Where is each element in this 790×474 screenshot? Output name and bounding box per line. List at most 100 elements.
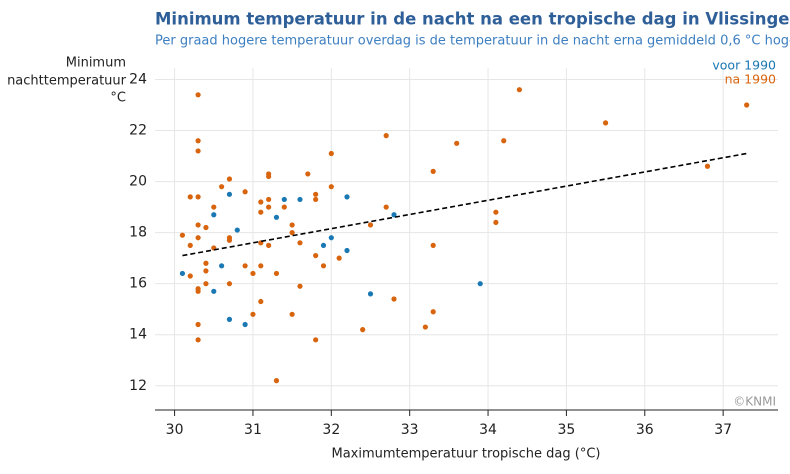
scatter-point: [297, 240, 303, 246]
scatter-point: [430, 168, 436, 174]
scatter-point: [383, 133, 389, 139]
scatter-point: [195, 222, 201, 228]
scatter-point: [219, 263, 225, 269]
y-tick-label: 20: [129, 174, 147, 190]
scatter-point: [344, 194, 350, 200]
y-axis-label: nachttemperatuur: [7, 74, 127, 89]
scatter-point: [179, 270, 186, 277]
scatter-point: [226, 237, 233, 243]
scatter-point: [320, 263, 327, 269]
scatter-point: [266, 173, 272, 180]
scatter-point: [328, 184, 334, 190]
scatter-point: [211, 288, 217, 294]
scatter-point: [250, 311, 256, 317]
scatter-point: [258, 199, 264, 205]
y-tick-label: 22: [129, 123, 147, 139]
scatter-point: [242, 263, 248, 269]
scatter-point: [501, 138, 507, 144]
x-axis-label: Maximumtemperatuur tropische dag (°C): [331, 447, 600, 462]
scatter-point: [744, 102, 750, 108]
scatter-point: [493, 219, 499, 226]
y-tick-label: 24: [129, 71, 147, 87]
scatter-point: [281, 204, 287, 210]
scatter-point: [320, 242, 327, 248]
scatter-point: [477, 281, 483, 287]
chart-title: Minimum temperatuur in de nacht na een t…: [155, 10, 790, 29]
scatter-point: [273, 270, 280, 277]
legend-label: na 1990: [725, 72, 776, 87]
scatter-point: [195, 337, 201, 343]
scatter-point: [195, 92, 201, 98]
scatter-point: [258, 263, 264, 269]
scatter-point: [203, 281, 209, 287]
scatter-point: [266, 196, 272, 203]
scatter-point: [391, 212, 397, 218]
x-tick-label: 37: [714, 422, 732, 438]
trend-line: [182, 152, 747, 257]
scatter-point: [195, 235, 201, 241]
scatter-point: [179, 232, 186, 238]
credit: ©KNMI: [733, 395, 776, 409]
scatter-point: [313, 196, 319, 203]
scatter-point: [454, 140, 460, 146]
scatter-point: [344, 247, 350, 254]
scatter-point: [367, 222, 374, 228]
chart-subtitle: Per graad hogere temperatuur overdag is …: [155, 34, 790, 49]
scatter-point: [211, 204, 217, 210]
scatter-point: [516, 87, 522, 93]
scatter-point: [250, 270, 256, 277]
scatter-point: [297, 283, 303, 289]
scatter-point: [242, 321, 248, 328]
scatter-point: [297, 196, 303, 203]
y-tick-label: 14: [129, 327, 147, 343]
scatter-point: [266, 242, 272, 248]
scatter-point: [211, 212, 217, 218]
x-tick-label: 34: [479, 422, 497, 438]
scatter-point: [226, 191, 233, 197]
scatter-point: [328, 150, 334, 157]
y-tick-label: 16: [129, 276, 147, 292]
scatter-point: [305, 171, 311, 177]
scatter-point: [289, 222, 295, 228]
scatter-point: [242, 189, 248, 195]
scatter-point: [281, 196, 287, 203]
scatter-point: [430, 309, 436, 315]
scatter-point: [704, 163, 711, 169]
scatter-point: [289, 230, 295, 236]
scatter-point: [195, 194, 201, 200]
scatter-point: [289, 311, 295, 317]
y-axis-label: Minimum: [66, 56, 126, 71]
scatter-point: [219, 184, 225, 190]
y-axis-label: °C: [110, 91, 126, 106]
x-tick-label: 33: [401, 422, 419, 438]
scatter-point: [195, 138, 201, 144]
scatter-point: [313, 191, 319, 197]
scatter-point: [422, 324, 428, 330]
scatter-point: [195, 288, 201, 294]
scatter-point: [360, 327, 366, 333]
scatter-point: [266, 204, 272, 210]
scatter-point: [203, 260, 209, 266]
x-tick-label: 32: [322, 422, 340, 438]
scatter-point: [258, 298, 264, 305]
scatter-point: [226, 316, 233, 322]
scatter-point: [273, 214, 280, 220]
scatter-point: [367, 291, 374, 297]
scatter-point: [226, 176, 233, 182]
scatter-point: [313, 337, 319, 343]
y-tick-label: 18: [129, 225, 147, 241]
scatter-point: [203, 224, 209, 231]
x-tick-label: 31: [244, 422, 262, 438]
legend-label: voor 1990: [712, 58, 776, 73]
scatter-point: [187, 273, 193, 279]
scatter-point: [602, 120, 609, 126]
scatter-point: [328, 235, 334, 241]
x-tick-label: 36: [636, 422, 654, 438]
x-tick-label: 35: [558, 422, 576, 438]
scatter-point: [273, 378, 280, 384]
scatter-point: [493, 209, 499, 215]
scatter-point: [383, 204, 389, 210]
scatter-point: [187, 242, 193, 248]
scatter-point: [187, 194, 193, 200]
